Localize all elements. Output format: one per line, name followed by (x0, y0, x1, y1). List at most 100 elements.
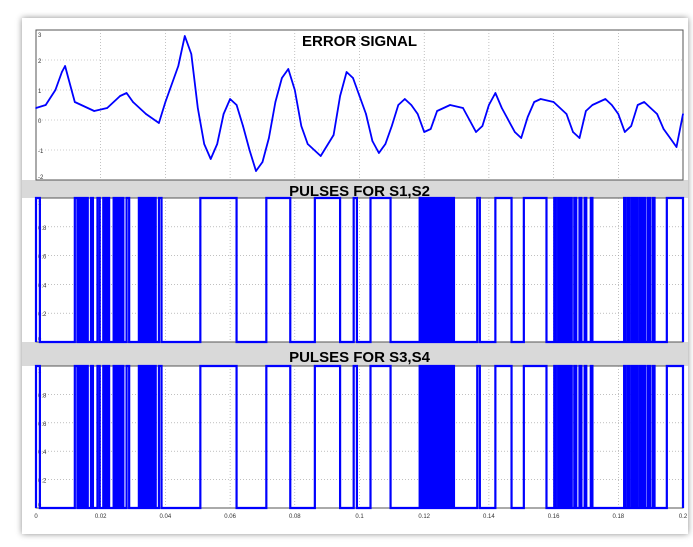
error-signal-point (572, 131, 574, 133)
x-tick-label: 0.2 (679, 514, 688, 520)
error-signal-point (649, 107, 652, 109)
y-tick-label: 0.6 (38, 422, 47, 428)
error-signal-point (54, 89, 57, 91)
x-tick-label: 0.06 (224, 514, 236, 520)
x-tick-label: 0.04 (160, 514, 172, 520)
error-signal-point (391, 125, 393, 127)
pulse-waveform (34, 364, 685, 510)
error-signal-point (682, 113, 684, 115)
error-signal-point (416, 113, 419, 115)
error-signal-point (358, 95, 361, 97)
error-signal-point (488, 104, 490, 106)
error-signal-point (578, 137, 581, 139)
x-tick-label: 0.02 (95, 514, 107, 520)
error-signal-point (235, 104, 238, 106)
error-signal-point (339, 95, 341, 97)
error-signal-point (643, 101, 645, 103)
error-signal-point (475, 131, 477, 133)
y-tick-label: 0.8 (38, 226, 47, 232)
error-signal-point (611, 104, 613, 106)
panel-separator-2 (22, 342, 688, 366)
error-signal-point (468, 119, 471, 121)
panel-title: PULSES FOR S1,S2 (289, 183, 430, 200)
error-signal-point (300, 125, 303, 127)
y-tick-label: -2 (38, 175, 44, 181)
panel-title: PULSES FOR S3,S4 (289, 349, 431, 366)
y-tick-label: 0.6 (38, 255, 47, 261)
error-signal-point (164, 101, 167, 103)
error-signal-point (119, 95, 121, 97)
error-signal-point (248, 149, 251, 151)
error-signal-point (93, 110, 95, 112)
error-signal-point (481, 125, 484, 127)
error-signal-point (656, 113, 658, 115)
error-signal-point (332, 134, 335, 136)
x-tick-label: 0.14 (483, 514, 495, 520)
error-signal-point (177, 65, 180, 67)
error-signal-point (229, 98, 231, 100)
y-tick-label: 0.2 (38, 479, 47, 485)
pulse-waveform (34, 196, 685, 344)
error-signal-point (352, 77, 354, 79)
error-signal-point (423, 131, 426, 133)
error-signal-point (462, 107, 464, 109)
y-tick-label: 3 (38, 33, 42, 39)
y-tick-label: -1 (38, 149, 44, 155)
error-signal-point (494, 92, 497, 94)
y-tick-label: 0.2 (38, 312, 47, 318)
error-signal-point (585, 110, 587, 112)
error-signal-point (64, 65, 66, 67)
error-signal-point (61, 71, 63, 73)
panel-1: 3 2 1 0 -1 -2 ERROR SIGNAL (35, 29, 684, 181)
error-signal-point (35, 107, 37, 109)
error-signal-point (145, 113, 147, 115)
error-signal-point (449, 104, 451, 106)
error-signal-point (261, 161, 264, 163)
error-signal-point (74, 101, 76, 103)
error-signal-point (662, 128, 665, 130)
error-signal-point (216, 143, 218, 145)
x-tick-label: 0.16 (548, 514, 560, 520)
error-signal-point (306, 143, 309, 145)
error-signal-point (636, 104, 639, 106)
error-signal-point (507, 119, 510, 121)
error-signal-point (397, 104, 400, 106)
error-signal-point (294, 89, 296, 91)
error-signal-point (44, 104, 47, 106)
y-tick-label: 0.8 (38, 393, 47, 399)
error-signal-point (287, 68, 290, 70)
x-tick-label: 0.12 (418, 514, 430, 520)
y-tick-label: 0.4 (38, 450, 47, 456)
error-signal-point (365, 113, 367, 115)
error-signal-point (197, 107, 199, 109)
error-signal-point (319, 155, 322, 157)
y-tick-label: 0 (38, 119, 42, 125)
error-signal-point (617, 113, 620, 115)
error-signal-point (552, 101, 555, 103)
error-signal-point (675, 146, 678, 148)
panel-title: ERROR SIGNAL (302, 33, 417, 50)
error-signal-point (371, 140, 374, 142)
y-tick-label: 2 (38, 59, 42, 65)
x-tick-label: 0.08 (289, 514, 301, 520)
error-signal-point (255, 170, 257, 172)
error-signal-point (345, 71, 348, 73)
error-signal-point (67, 77, 70, 79)
error-signal-point (268, 137, 270, 139)
x-tick-label: 0 (34, 514, 38, 520)
error-signal-point (539, 98, 542, 100)
error-signal-point (404, 98, 406, 100)
y-tick-label: 1 (38, 89, 42, 95)
x-tick-label: 0.18 (612, 514, 624, 520)
error-signal-point (190, 53, 193, 55)
error-signal-point (378, 152, 380, 154)
panel-separator-1 (22, 180, 688, 198)
error-signal-point (274, 101, 277, 103)
scope-window: 3 2 1 0 -1 -2 ERROR SIGNAL 1 0.8 0.6 0.4 0.2 0 PULSES… (22, 18, 688, 534)
error-signal-point (630, 125, 632, 127)
error-signal-point (132, 101, 134, 103)
error-signal-point (384, 143, 387, 145)
error-signal-point (106, 107, 108, 109)
